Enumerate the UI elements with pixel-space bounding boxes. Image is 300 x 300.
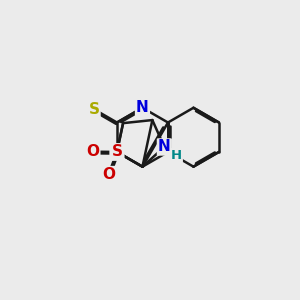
Text: N: N [136, 100, 149, 115]
Text: H: H [171, 149, 182, 162]
Text: S: S [112, 144, 122, 159]
Text: N: N [111, 144, 123, 159]
Text: S: S [88, 102, 100, 117]
Text: O: O [102, 167, 115, 182]
Text: N: N [158, 140, 171, 154]
Text: O: O [86, 144, 99, 159]
